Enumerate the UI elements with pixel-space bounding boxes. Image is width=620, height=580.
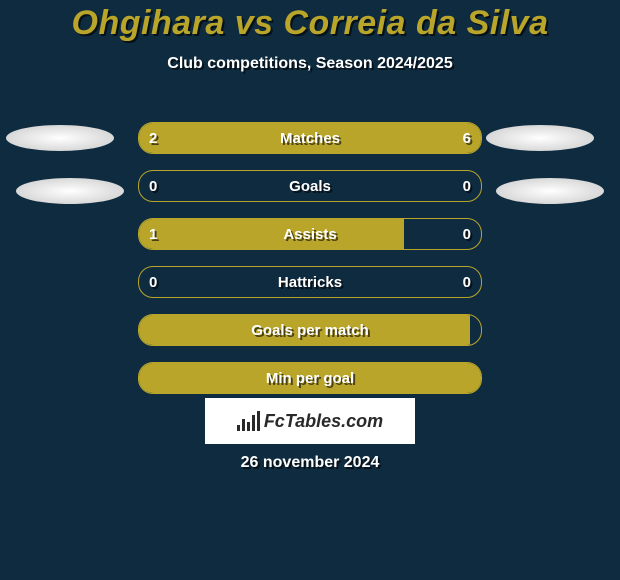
player-right-photo-1 [486,125,594,151]
stat-row-hattricks: 00Hattricks [138,266,482,298]
stat-row-goals-per-match: Goals per match [138,314,482,346]
stat-label: Assists [139,219,481,249]
stat-row-assists: 10Assists [138,218,482,250]
stat-label: Min per goal [139,363,481,393]
stat-label: Goals [139,171,481,201]
player-right-photo-2 [496,178,604,204]
stat-row-matches: 26Matches [138,122,482,154]
fctables-logo[interactable]: FcTables.com [205,398,415,444]
player-left-photo-2 [16,178,124,204]
page-subtitle: Club competitions, Season 2024/2025 [0,55,620,73]
logo-bars-icon [237,411,260,431]
stat-label: Hattricks [139,267,481,297]
date-label: 26 november 2024 [0,454,620,472]
page-title: Ohgihara vs Correia da Silva [0,0,620,43]
stat-label: Matches [139,123,481,153]
logo-text: FcTables.com [264,411,383,432]
player-left-photo-1 [6,125,114,151]
stat-label: Goals per match [139,315,481,345]
stat-row-goals: 00Goals [138,170,482,202]
comparison-chart: 26Matches 00Goals 10Assists 00Hattricks Goal… [138,122,482,410]
stat-row-min-per-goal: Min per goal [138,362,482,394]
